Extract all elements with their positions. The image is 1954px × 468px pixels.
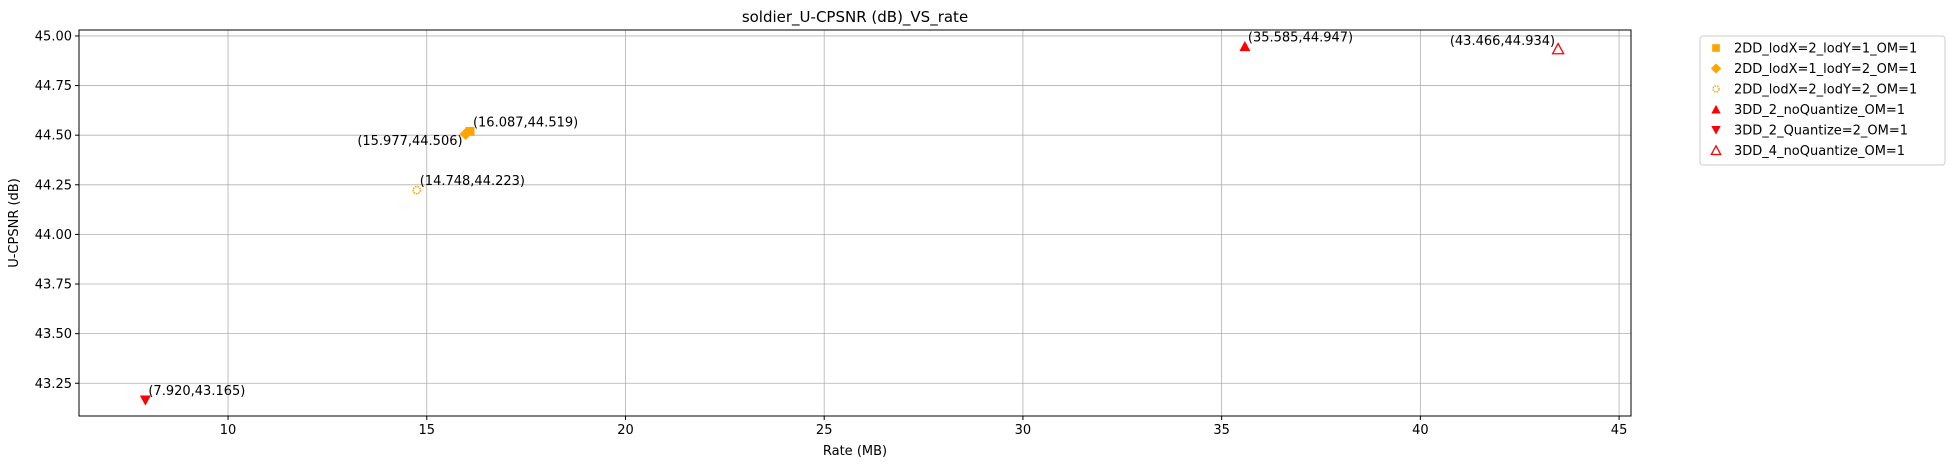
legend: 2DD_lodX=2_lodY=1_OM=1 2DD_lodX=1_lodY=2_… [1700, 36, 1945, 165]
legend-entry: 2DD_lodX=2_lodY=1_OM=1 [1734, 42, 1917, 57]
y-tick-label: 43.75 [35, 278, 72, 293]
data-label: (15.977,44.506) [357, 134, 462, 149]
legend-entry: 2DD_lodX=1_lodY=2_OM=1 [1734, 62, 1917, 77]
x-axis-label: Rate (MB) [823, 444, 887, 459]
data-label: (14.748,44.223) [420, 174, 525, 189]
y-axis-label: U-CPSNR (dB) [7, 178, 22, 268]
legend-marker [1712, 44, 1720, 52]
legend-entry: 2DD_lodX=2_lodY=2_OM=1 [1734, 83, 1917, 98]
y-axis-ticks: 43.25 43.50 43.75 44.00 44.25 44.50 44.75 45.00 [35, 29, 79, 391]
y-tick-label: 44.50 [35, 129, 72, 144]
data-label: (43.466,44.934) [1450, 34, 1555, 49]
x-tick-label: 45 [1611, 423, 1628, 438]
x-tick-label: 35 [1213, 423, 1230, 438]
chart-title: soldier_U-CPSNR (dB)_VS_rate [742, 8, 968, 27]
x-axis-ticks: 10 15 20 25 30 35 40 45 [220, 416, 1628, 438]
data-label: (35.585,44.947) [1248, 30, 1353, 45]
data-label: (7.920,43.165) [148, 384, 245, 399]
legend-entry: 3DD_2_noQuantize_OM=1 [1734, 103, 1905, 118]
x-tick-label: 20 [617, 423, 634, 438]
y-tick-label: 44.25 [35, 178, 72, 193]
y-tick-label: 43.50 [35, 327, 72, 342]
y-tick-label: 44.00 [35, 228, 72, 243]
data-points [140, 41, 1564, 406]
x-tick-label: 30 [1015, 423, 1032, 438]
y-tick-label: 43.25 [35, 377, 72, 392]
y-tick-label: 45.00 [35, 29, 72, 44]
x-tick-label: 40 [1412, 423, 1429, 438]
grid-lines [79, 30, 1631, 416]
legend-entry: 3DD_2_Quantize=2_OM=1 [1734, 124, 1908, 139]
x-tick-label: 10 [220, 423, 237, 438]
plot-area [79, 30, 1631, 416]
legend-entry: 3DD_4_noQuantize_OM=1 [1734, 144, 1905, 159]
y-tick-label: 44.75 [35, 79, 72, 94]
x-tick-label: 25 [816, 423, 833, 438]
data-label: (16.087,44.519) [473, 115, 578, 130]
x-tick-label: 15 [418, 423, 435, 438]
